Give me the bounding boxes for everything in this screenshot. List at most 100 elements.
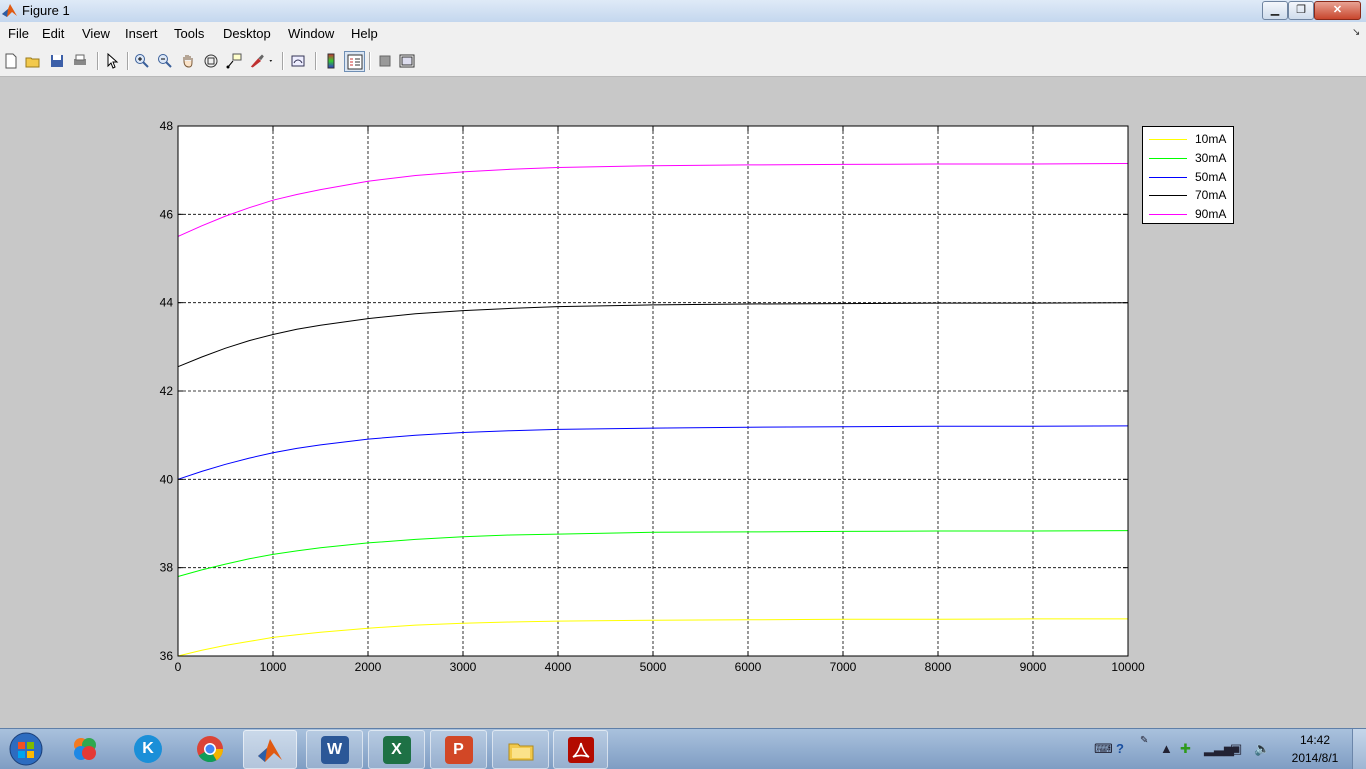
help-icon[interactable]: ? bbox=[1116, 741, 1124, 756]
excel-icon: X bbox=[382, 735, 411, 764]
legend-label: 10mA bbox=[1195, 132, 1227, 146]
legend-line-70ma bbox=[1149, 195, 1187, 196]
rotate-3d-icon[interactable] bbox=[202, 52, 220, 70]
legend-label: 70mA bbox=[1195, 188, 1227, 202]
close-button[interactable]: ✕ bbox=[1314, 1, 1361, 20]
x-tick-label: 2000 bbox=[355, 660, 382, 674]
grid-lines bbox=[178, 126, 1128, 656]
hide-plot-tools-icon[interactable] bbox=[376, 52, 394, 70]
print-icon[interactable] bbox=[71, 52, 89, 70]
picture-app-icon bbox=[74, 737, 96, 760]
taskbar-powerpoint[interactable]: P bbox=[430, 730, 487, 769]
taskbar-picture-app[interactable] bbox=[60, 730, 110, 767]
taskbar-acrobat[interactable] bbox=[553, 730, 608, 769]
x-tick-label: 7000 bbox=[830, 660, 857, 674]
menu-window[interactable]: Window bbox=[288, 26, 335, 41]
series-line-30ma bbox=[177, 530, 1129, 577]
legend-line-50ma bbox=[1149, 177, 1187, 178]
menu-edit[interactable]: Edit bbox=[42, 26, 65, 41]
x-tick-label: 4000 bbox=[545, 660, 572, 674]
pen-icon[interactable]: ✎ bbox=[1140, 735, 1149, 746]
menu-view[interactable]: View bbox=[82, 26, 110, 41]
taskbar-matlab[interactable] bbox=[243, 730, 297, 769]
window-title: Figure 1 bbox=[22, 3, 70, 18]
open-file-icon[interactable] bbox=[24, 52, 42, 70]
device-icon[interactable]: ▣ bbox=[1230, 741, 1243, 756]
y-tick-label: 40 bbox=[160, 472, 174, 486]
taskbar-explorer[interactable] bbox=[492, 730, 549, 769]
show-plot-tools-icon[interactable] bbox=[398, 52, 416, 70]
line-plot[interactable]: 0 1000 2000 3000 4000 5000 6000 7000 8000 9000 100… bbox=[0, 77, 1366, 727]
y-tick-label: 38 bbox=[160, 561, 174, 575]
menu-help[interactable]: Help bbox=[351, 26, 378, 41]
pan-hand-icon[interactable] bbox=[179, 52, 197, 70]
x-tick-label: 0 bbox=[175, 660, 182, 674]
legend-entry: 90mA bbox=[1143, 205, 1235, 223]
x-tick-label: 10000 bbox=[1111, 660, 1145, 674]
legend-line-30ma bbox=[1149, 158, 1187, 159]
zoom-in-icon[interactable] bbox=[133, 52, 151, 70]
matlab-logo-icon bbox=[2, 4, 17, 17]
legend[interactable]: 10mA 30mA 50mA 70mA 90mA bbox=[1142, 126, 1234, 224]
data-cursor-icon[interactable] bbox=[225, 52, 243, 70]
acrobat-icon bbox=[567, 736, 594, 763]
toolbar-separator bbox=[315, 52, 317, 70]
x-tick-label: 8000 bbox=[925, 660, 952, 674]
menu-file[interactable]: File bbox=[8, 26, 29, 41]
series-line-50ma bbox=[177, 425, 1129, 480]
series-line-10ma bbox=[177, 618, 1128, 657]
menu-tools[interactable]: Tools bbox=[174, 26, 205, 41]
x-tick-label: 1000 bbox=[260, 660, 287, 674]
start-orb-icon[interactable] bbox=[6, 731, 46, 767]
minimize-button[interactable]: ▁ bbox=[1262, 1, 1288, 20]
taskbar: K W X P ⌨ ? ✎ ▲ ✚ bbox=[0, 728, 1366, 769]
y-tick-label: 48 bbox=[160, 119, 174, 133]
insert-colorbar-icon[interactable] bbox=[322, 52, 340, 70]
y-tick-label: 46 bbox=[160, 207, 174, 221]
word-icon: W bbox=[320, 735, 349, 764]
toolbar-separator bbox=[127, 52, 129, 70]
chrome-icon bbox=[197, 735, 224, 762]
menu-desktop[interactable]: Desktop bbox=[223, 26, 271, 41]
menu-bar: File Edit View Insert Tools Desktop Wind… bbox=[0, 22, 1366, 46]
figure-toolbar bbox=[0, 46, 1366, 77]
title-bar: Figure 1 ▁ ❐ ✕ bbox=[0, 0, 1366, 23]
folder-icon bbox=[508, 743, 533, 760]
axis-ticks: 0 1000 2000 3000 4000 5000 6000 7000 8000 9000 100… bbox=[160, 119, 1145, 674]
matlab-icon bbox=[258, 738, 282, 762]
link-plot-icon[interactable] bbox=[289, 52, 307, 70]
clock-time[interactable]: 14:42 bbox=[1299, 733, 1331, 747]
new-figure-icon[interactable] bbox=[2, 52, 20, 70]
volume-icon[interactable]: 🔈 bbox=[1254, 741, 1271, 756]
security-shield-icon[interactable]: ✚ bbox=[1180, 741, 1191, 756]
legend-line-90ma bbox=[1149, 214, 1187, 215]
taskbar-excel[interactable]: X bbox=[368, 730, 425, 769]
taskbar-word[interactable]: W bbox=[306, 730, 363, 769]
y-tick-label: 36 bbox=[160, 649, 174, 663]
insert-legend-icon[interactable] bbox=[344, 51, 365, 72]
clock-date[interactable]: 2014/8/1 bbox=[1291, 751, 1339, 765]
save-icon[interactable] bbox=[48, 52, 66, 70]
brush-icon[interactable] bbox=[248, 52, 276, 70]
toolbar-separator bbox=[369, 52, 371, 70]
series-line-70ma bbox=[177, 302, 1129, 368]
show-hidden-icons-icon[interactable]: ▲ bbox=[1160, 741, 1173, 756]
zoom-out-icon[interactable] bbox=[156, 52, 174, 70]
dock-figure-icon[interactable]: ↘ bbox=[1352, 27, 1361, 38]
taskbar-kuwo[interactable]: K bbox=[122, 730, 174, 767]
y-tick-label: 44 bbox=[160, 296, 174, 310]
taskbar-chrome[interactable] bbox=[184, 730, 236, 767]
toolbar-separator bbox=[282, 52, 284, 70]
legend-label: 30mA bbox=[1195, 151, 1227, 165]
legend-entry: 70mA bbox=[1143, 186, 1235, 204]
powerpoint-icon: P bbox=[444, 735, 473, 764]
edit-plot-arrow-icon[interactable] bbox=[103, 52, 121, 70]
restore-button[interactable]: ❐ bbox=[1288, 1, 1314, 20]
legend-entry: 10mA bbox=[1143, 130, 1235, 148]
menu-insert[interactable]: Insert bbox=[125, 26, 158, 41]
legend-line-10ma bbox=[1149, 139, 1187, 140]
legend-label: 50mA bbox=[1195, 170, 1227, 184]
network-signal-icon[interactable]: ▂▃▅ bbox=[1204, 741, 1234, 756]
keyboard-icon[interactable]: ⌨ bbox=[1094, 741, 1113, 756]
show-desktop-button[interactable] bbox=[1352, 729, 1366, 769]
